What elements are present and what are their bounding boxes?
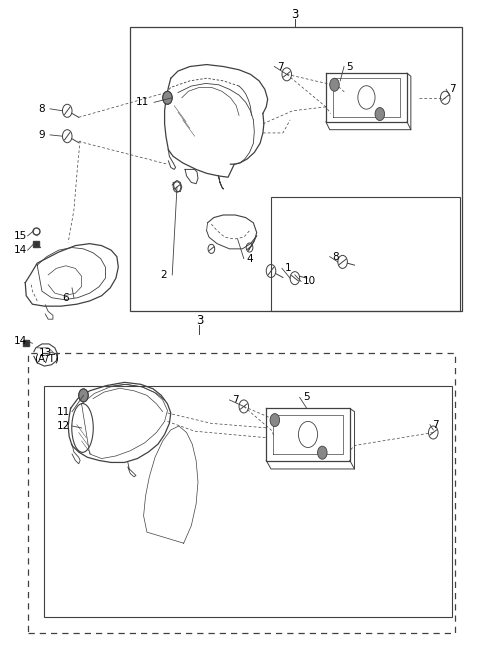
Text: 7: 7 bbox=[449, 84, 456, 94]
Circle shape bbox=[318, 446, 327, 459]
Text: 14: 14 bbox=[14, 336, 27, 347]
Text: 15: 15 bbox=[14, 231, 27, 241]
Text: 13: 13 bbox=[39, 348, 52, 358]
Text: 12: 12 bbox=[57, 421, 70, 431]
Circle shape bbox=[270, 413, 280, 426]
Text: 2: 2 bbox=[160, 270, 167, 280]
Bar bbox=[130, 27, 462, 311]
Text: 9: 9 bbox=[39, 130, 45, 140]
Circle shape bbox=[330, 78, 339, 92]
Circle shape bbox=[375, 107, 384, 120]
Bar bbox=[271, 197, 459, 311]
Circle shape bbox=[163, 92, 172, 104]
Text: 11: 11 bbox=[57, 407, 70, 417]
Text: 10: 10 bbox=[302, 277, 316, 286]
Text: 3: 3 bbox=[291, 8, 299, 21]
Text: (A/T): (A/T) bbox=[34, 353, 59, 363]
Text: 3: 3 bbox=[196, 314, 203, 327]
Text: 1: 1 bbox=[285, 264, 291, 273]
Text: 8: 8 bbox=[39, 104, 45, 114]
Bar bbox=[44, 386, 452, 617]
Text: 5: 5 bbox=[303, 392, 310, 402]
Text: 5: 5 bbox=[347, 61, 353, 71]
Text: 7: 7 bbox=[432, 420, 439, 430]
Text: 4: 4 bbox=[246, 254, 253, 264]
Circle shape bbox=[79, 389, 88, 402]
Bar bbox=[28, 353, 455, 633]
Text: 7: 7 bbox=[277, 61, 284, 71]
Text: 6: 6 bbox=[62, 293, 69, 303]
Text: 8: 8 bbox=[332, 252, 339, 262]
Text: 7: 7 bbox=[232, 395, 239, 405]
Text: 14: 14 bbox=[14, 245, 27, 255]
Text: 11: 11 bbox=[135, 97, 149, 107]
